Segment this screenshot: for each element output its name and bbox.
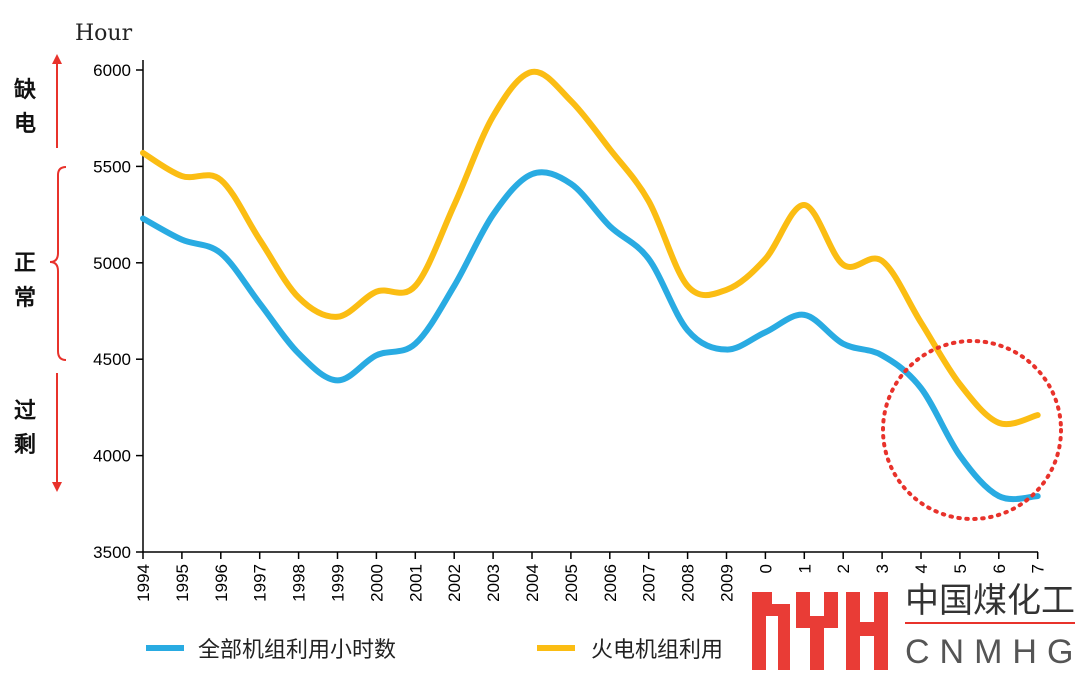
logo-m-shape [752,592,790,670]
x-tick-label: 1 [795,564,814,573]
band-label-normal-1: 正 [14,251,36,276]
band-label-normal-2: 常 [14,285,36,311]
watermark-logo: 中国煤化工 CNMHG [750,581,1080,672]
legend-label-thermal: 火电机组利用 [591,638,723,663]
x-tick-label: 7 [1029,564,1048,573]
y-tick-label: 6000 [93,61,131,80]
x-tick-label: 2 [834,564,853,573]
x-tick-label: 3 [873,564,892,573]
x-tick-label: 5 [951,564,970,573]
series-lines [140,68,1041,503]
x-tick-label: 2006 [601,564,620,602]
band-label-shortage-2: 电 [14,112,36,137]
series-line-all-units [140,169,1041,503]
legend-label-all-units: 全部机组利用小时数 [198,638,396,663]
x-tick-label: 2007 [640,564,659,602]
series-line-thermal [140,68,1041,428]
logo-english-text: CNMHG [905,633,1080,671]
band-label-shortage-1: 缺 [14,77,37,103]
legend: 全部机组利用小时数 火电机组利用 [146,638,723,663]
shortage-arrowhead [52,54,62,64]
x-tick-label: 2005 [562,564,581,602]
x-tick-label: 2004 [523,564,542,602]
band-label-surplus-2: 剩 [14,433,36,458]
y-tick-label: 5000 [93,254,131,273]
x-tick-label: 2009 [718,564,737,602]
x-tick-label: 2008 [679,564,698,602]
x-ticks: 1994 1995 1996 1997 1998 1999 2000 2001 2002 2003… [134,552,1048,602]
x-tick-label: 6 [990,564,1009,573]
logo-chinese-text: 中国煤化工 [905,581,1075,621]
logo-h-shape [846,592,888,670]
x-tick-label: 2002 [445,564,464,602]
x-tick-label: 1995 [173,564,192,602]
band-annotations: 缺 电 正 常 过 剩 [14,54,67,492]
x-tick-label: 1999 [329,564,348,602]
x-tick-label: 1998 [290,564,309,602]
x-tick-label: 1996 [212,564,231,602]
y-tick-label: 5500 [93,157,131,176]
y-ticks: 3500 4000 4500 5000 5500 6000 [93,61,143,562]
x-tick-label: 2003 [484,564,503,602]
x-tick-label: 4 [912,564,931,573]
normal-brace [49,166,67,361]
x-tick-label: 2001 [406,564,425,602]
x-tick-label: 2000 [367,564,386,602]
y-tick-label: 3500 [93,543,131,562]
logo-y-shape [796,592,838,670]
band-label-surplus-1: 过 [14,399,36,424]
y-tick-label: 4000 [93,447,131,466]
highlight-circle [881,339,1063,521]
surplus-arrowhead [52,482,62,492]
x-tick-label: 1994 [134,564,153,602]
x-tick-label: 0 [756,564,775,573]
y-axis-title: Hour [75,21,133,46]
y-tick-label: 4500 [93,350,131,369]
x-tick-label: 1997 [251,564,270,602]
